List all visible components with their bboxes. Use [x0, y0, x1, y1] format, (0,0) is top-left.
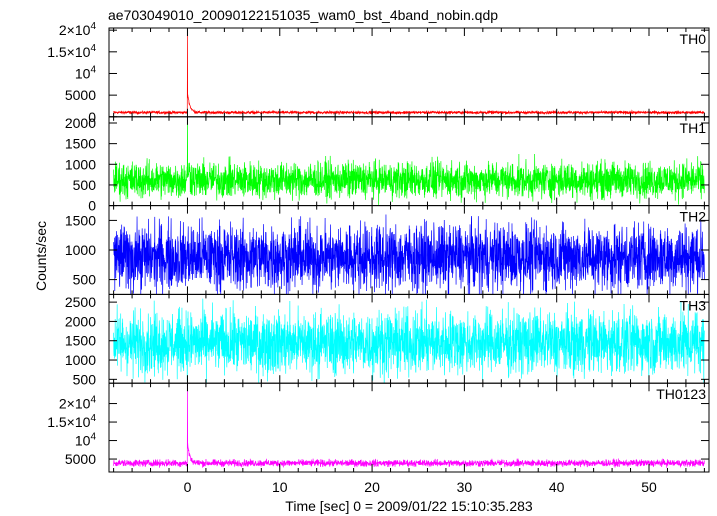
- y-tick-label: 5000: [65, 87, 96, 103]
- panel-frame: [108, 382, 710, 473]
- y-tick-label: 1500: [65, 136, 96, 152]
- x-tick-label: 0: [184, 479, 192, 495]
- y-tick-label: 104: [75, 432, 97, 449]
- y-tick-label: 104: [75, 64, 97, 81]
- series-th3: [113, 298, 705, 384]
- panel-frame: [108, 116, 710, 207]
- panel-label: TH0: [680, 31, 707, 47]
- y-tick-label: 5000: [65, 451, 96, 467]
- panel-th2: 500 1000 1500 TH2: [65, 205, 710, 295]
- x-tick-label: 30: [457, 479, 473, 495]
- y-tick-label: 1500: [65, 212, 96, 228]
- chart-title: ae703049010_20090122151035_wam0_bst_4ban…: [108, 7, 498, 23]
- y-tick-label: 2000: [65, 313, 96, 329]
- x-axis-label: Time [sec] 0 = 2009/01/22 15:10:35.283: [285, 498, 533, 514]
- x-tick-label: 50: [641, 479, 657, 495]
- y-tick-label: 500: [73, 272, 97, 288]
- y-tick-label: 0: [88, 198, 96, 214]
- panel-th1: 0 500 1000 1500 2000 TH1: [65, 115, 710, 214]
- y-tick-label: 2×104: [59, 21, 97, 38]
- panel-label: TH3: [680, 297, 707, 313]
- y-axis-label: Counts/sec: [33, 221, 49, 291]
- panel-frame: [108, 27, 710, 118]
- y-tick-label: 500: [73, 177, 97, 193]
- x-tick-label: 20: [364, 479, 380, 495]
- panel-th0: 0 5000 104 1.5×104 2×104 TH0: [47, 21, 710, 125]
- series-th2: [113, 214, 705, 295]
- y-tick-label: 1500: [65, 333, 96, 349]
- y-tick-label: 0: [88, 109, 96, 125]
- y-tick-label: 1000: [65, 156, 96, 172]
- y-tick-label: 1000: [65, 352, 96, 368]
- x-axis: 0 10 20 30 40 50: [184, 479, 657, 495]
- y-tick-label: 1.5×104: [47, 413, 96, 430]
- panel-th3: 500 1000 1500 2000 2500 TH3: [65, 293, 710, 387]
- panel-label: TH1: [680, 120, 707, 136]
- y-tick-label: 2500: [65, 294, 96, 310]
- panel-label: TH2: [680, 209, 707, 225]
- panel-label: TH0123: [656, 386, 706, 402]
- y-tick-label: 2×104: [59, 395, 97, 412]
- series-th0: [113, 30, 705, 116]
- series-th0123: [113, 383, 705, 469]
- y-tick-label: 1.5×104: [47, 43, 96, 60]
- series-th1: [113, 116, 705, 205]
- x-tick-label: 40: [549, 479, 565, 495]
- y-tick-label: 1000: [65, 242, 96, 258]
- y-tick-label: 2000: [65, 115, 96, 131]
- x-tick-label: 10: [272, 479, 288, 495]
- y-tick-label: 500: [73, 371, 97, 387]
